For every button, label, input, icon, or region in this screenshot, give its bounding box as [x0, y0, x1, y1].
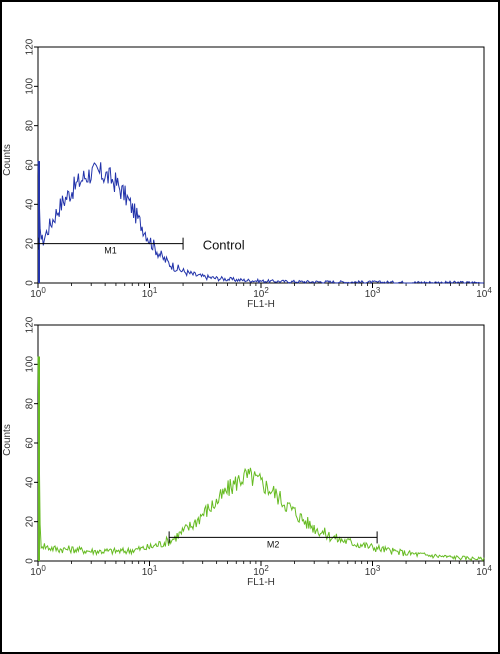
x-tick-label: 103: [365, 564, 381, 578]
y-tick-label: 60: [25, 159, 36, 171]
y-tick-label: 100: [25, 356, 36, 373]
y-tick-label: 20: [25, 238, 36, 250]
annotation-label: Control: [203, 238, 245, 253]
x-tick-label: 102: [253, 564, 269, 578]
histogram-panel-1: 0 20 40 60 80 100 120 100 101 102 103 104 Counts FL1-…: [2, 38, 492, 310]
y-tick-label: 80: [25, 120, 36, 132]
x-tick-label: 102: [253, 286, 269, 300]
y-axis-label: Counts: [2, 144, 13, 176]
x-tick-label: 103: [365, 286, 381, 300]
y-tick-label: 120: [25, 38, 36, 55]
y-tick-label: 40: [25, 198, 36, 210]
y-tick-label: 40: [25, 476, 36, 488]
histogram-series-line: [37, 161, 485, 285]
x-axis-label: FL1-H: [247, 577, 275, 588]
y-tick-label: 120: [25, 316, 36, 333]
x-tick-label: 101: [142, 564, 158, 578]
histogram-panel-2: 0 20 40 60 80 100 120 100 101 102 103 104 Counts FL1-…: [2, 316, 492, 588]
y-tick-label: 20: [25, 516, 36, 528]
y-tick-label: 0: [25, 558, 36, 564]
gate-label: M1: [104, 246, 117, 256]
y-tick-label: 100: [25, 78, 36, 95]
plot-area: [37, 324, 485, 562]
x-tick-label: 104: [476, 286, 492, 300]
y-tick-label: 0: [25, 280, 36, 286]
x-tick-label: 101: [142, 286, 158, 300]
x-tick-label: 100: [30, 286, 46, 300]
y-tick-label: 80: [25, 398, 36, 410]
gate-label: M2: [267, 539, 280, 549]
x-axis-label: FL1-H: [247, 299, 275, 310]
y-axis-label: Counts: [2, 424, 13, 456]
histogram-series-line: [37, 356, 485, 562]
x-tick-label: 104: [476, 564, 492, 578]
x-tick-label: 100: [30, 564, 46, 578]
y-tick-label: 60: [25, 437, 36, 449]
